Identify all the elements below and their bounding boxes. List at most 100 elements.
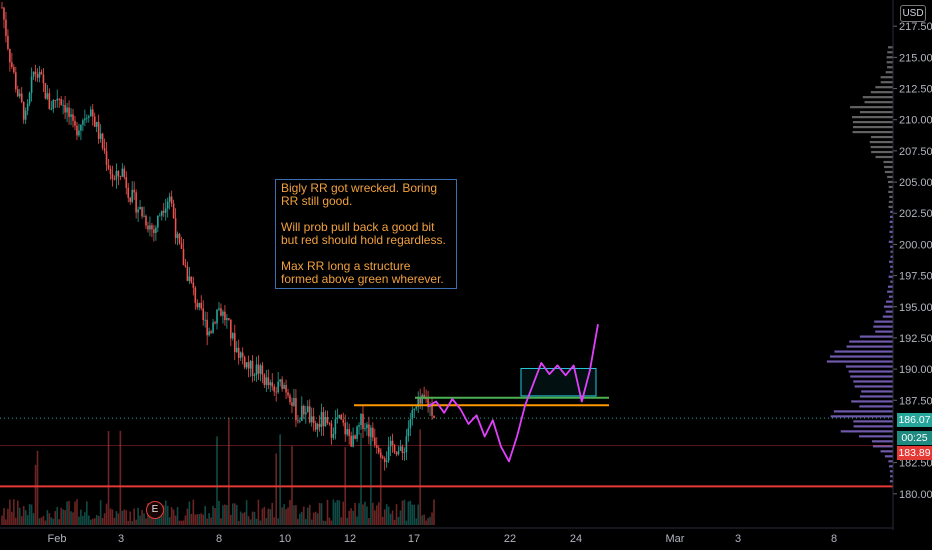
volume-bar xyxy=(281,507,283,525)
volume-bar xyxy=(62,509,64,525)
horizontal-levels[interactable] xyxy=(0,396,893,488)
candle-body xyxy=(72,114,74,121)
candle-body xyxy=(127,187,130,198)
volume-profile-bar xyxy=(889,195,893,199)
candle-body xyxy=(210,331,212,333)
volume-bar xyxy=(381,516,384,525)
volume-profile-bar xyxy=(880,81,893,84)
candle-body xyxy=(324,416,327,427)
candle-body xyxy=(431,405,433,416)
volume-bar xyxy=(391,510,394,525)
volume-bar xyxy=(72,512,74,525)
candle-body xyxy=(164,208,167,213)
volume-bar xyxy=(364,501,366,525)
price-axis[interactable]: 217.50 215.00 212.50 210.00 207.50 205.00 202.… xyxy=(892,0,932,530)
candle-body xyxy=(162,210,165,213)
volume-bar xyxy=(397,517,400,525)
candle-body xyxy=(263,374,266,386)
candle-body xyxy=(28,92,31,104)
volume-bar xyxy=(283,504,285,525)
volume-bar xyxy=(64,510,66,525)
volume-bar xyxy=(230,514,232,525)
volume-bar xyxy=(202,514,205,525)
candle-body xyxy=(389,440,392,447)
volume-bar xyxy=(271,502,274,525)
volume-profile-bar xyxy=(890,210,893,213)
volume-profile-bar xyxy=(859,335,893,338)
earnings-marker[interactable]: E xyxy=(146,501,164,519)
volume-bar xyxy=(318,502,321,525)
volume-bar xyxy=(421,515,423,525)
volume-bar xyxy=(101,518,104,525)
currency-button[interactable]: USD xyxy=(900,5,926,22)
volume-bar xyxy=(368,518,370,525)
volume-profile-bar xyxy=(870,145,893,149)
candle-body xyxy=(153,229,155,233)
annotation-note[interactable]: Bigly RR got wrecked. Boring RR still go… xyxy=(275,179,457,289)
volume-bar xyxy=(354,502,356,525)
volume-profile-bar xyxy=(862,96,893,99)
volume-bar xyxy=(196,514,199,525)
volume-profile-bar xyxy=(887,51,893,54)
candle-body xyxy=(411,410,414,420)
candle-body xyxy=(135,192,137,213)
volume-profile-bar xyxy=(826,360,893,363)
candle-body xyxy=(413,408,416,411)
projection-drawing[interactable] xyxy=(427,324,599,463)
volume-bar xyxy=(241,513,244,525)
candle-body xyxy=(267,377,270,386)
volume-profile-bar xyxy=(859,405,893,408)
candle-body xyxy=(320,412,323,427)
volume-bar xyxy=(374,510,376,525)
candle-body xyxy=(383,458,386,463)
time-axis[interactable]: Feb 3 8 10 12 17 22 24 Mar 3 8 xyxy=(0,527,893,545)
candle-body xyxy=(13,67,15,73)
volume-profile-bar xyxy=(864,101,893,104)
candle-body xyxy=(344,422,347,435)
candle-body xyxy=(249,360,252,369)
candle-body xyxy=(42,74,45,84)
volume-profile-bar xyxy=(886,300,893,303)
volume-bar xyxy=(407,501,410,525)
volume-bar xyxy=(58,519,61,525)
volume-bar xyxy=(78,516,80,525)
candle-body xyxy=(405,436,408,453)
candle-body xyxy=(125,177,128,188)
volume-bar xyxy=(389,513,392,525)
candle-body xyxy=(253,374,256,376)
volume-bar xyxy=(50,517,53,525)
candle-body xyxy=(54,99,57,101)
volume-bar xyxy=(139,515,141,525)
volume-profile-bar xyxy=(852,125,893,129)
candle-body xyxy=(119,176,122,178)
volume-profile-bar xyxy=(829,355,893,358)
volume-profile-bar xyxy=(890,215,893,218)
volume-bar xyxy=(190,513,193,525)
candle-body xyxy=(121,168,124,177)
volume-profile-bar xyxy=(887,290,893,293)
volume-bar xyxy=(257,499,260,525)
candle-body xyxy=(235,347,238,353)
volume-bar xyxy=(93,518,96,525)
volume-bar xyxy=(174,515,177,525)
candle-body xyxy=(145,215,147,226)
candle-body xyxy=(147,225,149,230)
volume-profile-bar xyxy=(887,66,893,69)
volume-profile-bar xyxy=(889,220,893,223)
candle-body xyxy=(105,151,108,165)
candle-body xyxy=(358,425,360,427)
candle-body xyxy=(97,121,100,139)
volume-profile-bar xyxy=(890,235,893,238)
volume-bar xyxy=(322,520,325,525)
volume-profile-bar xyxy=(851,116,893,119)
volume-profile-bar xyxy=(869,140,893,144)
volume-profile-bar xyxy=(880,76,893,79)
volume-profile-bar xyxy=(886,61,893,64)
volume-profile-bar xyxy=(853,425,893,428)
volume-bar xyxy=(89,519,92,525)
volume-profile-bar xyxy=(889,465,893,468)
volume-bar xyxy=(415,518,418,525)
volume-bar xyxy=(409,500,412,525)
volume-profile-bar xyxy=(890,270,893,273)
